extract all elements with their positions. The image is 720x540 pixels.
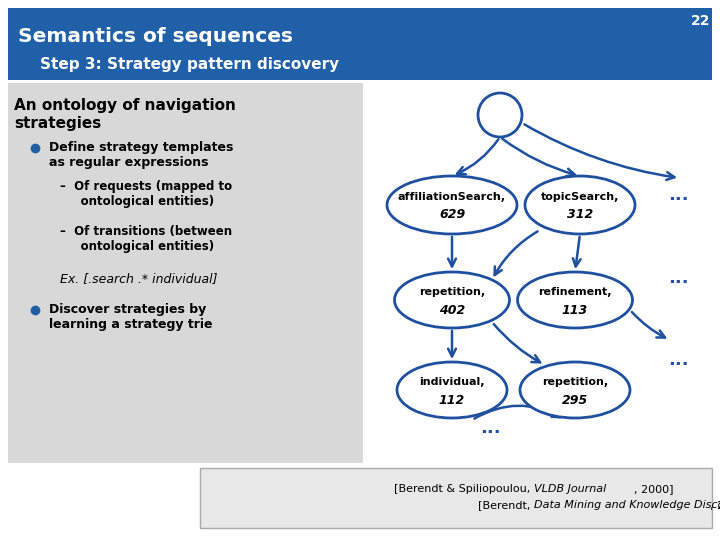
FancyBboxPatch shape bbox=[8, 8, 712, 80]
Text: ...: ... bbox=[668, 269, 688, 287]
Text: 295: 295 bbox=[562, 394, 588, 407]
Text: , 2000]: , 2000] bbox=[634, 484, 673, 494]
Text: individual,: individual, bbox=[419, 377, 485, 387]
Text: topicSearch,: topicSearch, bbox=[541, 192, 619, 202]
Text: –  Of requests (mapped to: – Of requests (mapped to bbox=[60, 180, 232, 193]
Ellipse shape bbox=[478, 93, 522, 137]
Text: Semantics of sequences: Semantics of sequences bbox=[18, 26, 293, 45]
Text: ontological entities): ontological entities) bbox=[60, 195, 214, 208]
Text: 312: 312 bbox=[567, 208, 593, 221]
Text: learning a strategy trie: learning a strategy trie bbox=[49, 318, 212, 331]
Text: repetition,: repetition, bbox=[419, 287, 485, 297]
Ellipse shape bbox=[520, 362, 630, 418]
Ellipse shape bbox=[518, 272, 632, 328]
Text: ontological entities): ontological entities) bbox=[60, 240, 214, 253]
FancyBboxPatch shape bbox=[8, 83, 363, 463]
Text: ...: ... bbox=[480, 419, 500, 437]
FancyBboxPatch shape bbox=[200, 468, 712, 528]
Ellipse shape bbox=[387, 176, 517, 234]
Ellipse shape bbox=[395, 272, 510, 328]
Text: Define strategy templates: Define strategy templates bbox=[49, 141, 233, 154]
Text: strategies: strategies bbox=[14, 116, 102, 131]
Text: Discover strategies by: Discover strategies by bbox=[49, 303, 206, 316]
Text: [Berendt & Spiliopoulou,: [Berendt & Spiliopoulou, bbox=[395, 484, 534, 494]
Text: An ontology of navigation: An ontology of navigation bbox=[14, 98, 236, 113]
Ellipse shape bbox=[525, 176, 635, 234]
Text: VLDB Journal: VLDB Journal bbox=[534, 484, 606, 494]
Text: repetition,: repetition, bbox=[542, 377, 608, 387]
Text: 629: 629 bbox=[439, 208, 465, 221]
Text: [Berendt,: [Berendt, bbox=[478, 500, 534, 510]
Text: ...: ... bbox=[668, 351, 688, 369]
Text: 113: 113 bbox=[562, 303, 588, 316]
Text: ...: ... bbox=[668, 186, 688, 204]
Text: Data Mining and Knowledge Discovery: Data Mining and Knowledge Discovery bbox=[534, 500, 720, 510]
Text: , 2002]: , 2002] bbox=[710, 500, 720, 510]
Text: 22: 22 bbox=[690, 14, 710, 28]
Ellipse shape bbox=[397, 362, 507, 418]
Text: 112: 112 bbox=[439, 394, 465, 407]
Text: refinement,: refinement, bbox=[539, 287, 612, 297]
Text: 402: 402 bbox=[439, 303, 465, 316]
Text: Step 3: Strategy pattern discovery: Step 3: Strategy pattern discovery bbox=[40, 57, 339, 71]
Text: affiliationSearch,: affiliationSearch, bbox=[398, 192, 506, 202]
Text: –  Of transitions (between: – Of transitions (between bbox=[60, 225, 232, 238]
Text: as regular expressions: as regular expressions bbox=[49, 156, 209, 169]
Text: Ex. [.search .* individual]: Ex. [.search .* individual] bbox=[60, 272, 217, 285]
